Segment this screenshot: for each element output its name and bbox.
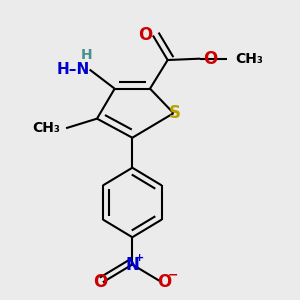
Text: O: O — [93, 273, 107, 291]
Text: +: + — [135, 253, 144, 263]
Text: H–N: H–N — [56, 62, 90, 77]
Text: CH₃: CH₃ — [32, 121, 60, 135]
Text: O: O — [139, 26, 153, 44]
Text: −: − — [168, 269, 178, 282]
Text: O: O — [158, 273, 172, 291]
Text: H: H — [81, 48, 92, 62]
Text: CH₃: CH₃ — [236, 52, 263, 66]
Text: S: S — [169, 104, 181, 122]
Text: N: N — [125, 256, 139, 274]
Text: O: O — [203, 50, 217, 68]
